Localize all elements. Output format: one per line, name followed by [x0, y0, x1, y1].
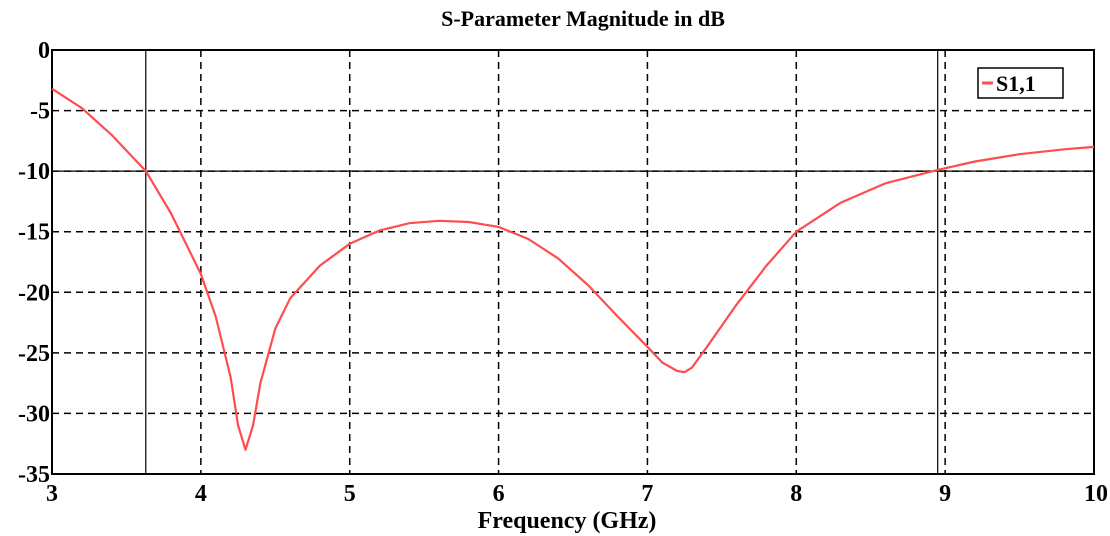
x-tick-labels: 3 4 5 6 7 8 9 10 — [46, 481, 1108, 507]
x-tick-label: 3 — [46, 481, 58, 507]
x-tick-label: 5 — [344, 481, 356, 507]
y-tick-label: 0 — [38, 38, 50, 64]
y-tick-label: -20 — [18, 280, 50, 306]
series-line-0 — [51, 87, 1095, 451]
x-tick-label: 9 — [939, 481, 951, 507]
legend[interactable]: S1,1 — [977, 67, 1064, 99]
x-tick-label: 7 — [641, 481, 653, 507]
x-tick-label: 10 — [1084, 481, 1108, 507]
legend-label: S1,1 — [996, 71, 1036, 96]
x-axis-label: Frequency (GHz) — [478, 508, 657, 534]
x-tick-label: 8 — [790, 481, 802, 507]
x-tick-label: 6 — [493, 481, 505, 507]
reference-lines — [52, 50, 1094, 474]
x-tick-label: 4 — [195, 481, 207, 507]
plot-area — [51, 49, 1095, 475]
y-tick-label: -30 — [18, 401, 50, 427]
chart-title: S-Parameter Magnitude in dB — [441, 6, 725, 31]
y-tick-label: -35 — [18, 462, 50, 488]
y-tick-label: -15 — [18, 220, 50, 246]
y-tick-labels: 0 -5 -10 -15 -20 -25 -30 -35 — [18, 38, 50, 488]
y-tick-label: -25 — [18, 341, 50, 367]
y-tick-label: -10 — [18, 159, 50, 185]
grid-lines — [52, 50, 1094, 474]
series-group — [51, 87, 1095, 451]
y-tick-label: -5 — [30, 99, 50, 125]
legend-box — [977, 67, 1064, 99]
